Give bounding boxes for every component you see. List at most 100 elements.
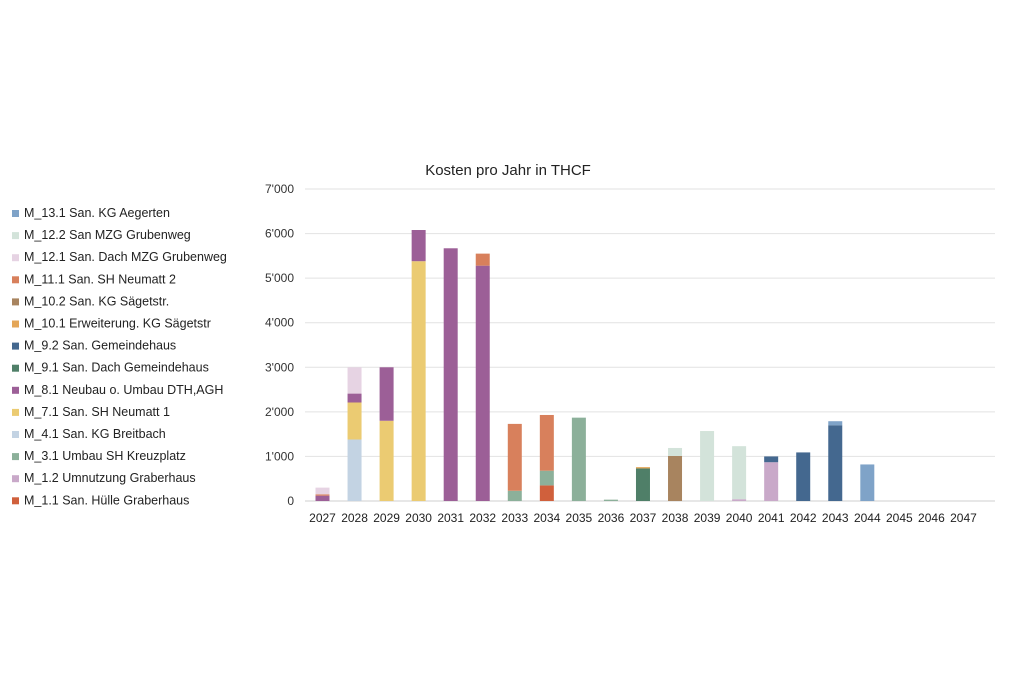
x-tick-label: 2037	[630, 511, 657, 525]
legend-item: M_1.2 Umnutzung Graberhaus	[12, 471, 196, 485]
legend-swatch	[12, 276, 19, 284]
bar-segment	[668, 447, 683, 456]
legend-item: M_13.1 San. KG Aegerten	[12, 206, 170, 220]
x-tick-label: 2033	[501, 511, 528, 525]
legend-swatch	[12, 453, 19, 461]
y-tick-label: 0	[287, 494, 294, 508]
bar-segment	[828, 425, 843, 501]
x-tick-label: 2030	[405, 511, 432, 525]
legend: M_13.1 San. KG Aegerten M_12.2 San MZG Gr…	[12, 206, 227, 507]
legend-item: M_10.2 San. KG Sägetstr.	[12, 294, 169, 308]
legend-item: M_9.1 San. Dach Gemeindehaus	[12, 361, 209, 375]
y-tick-label: 3'000	[265, 360, 294, 374]
bar-segment	[668, 455, 683, 501]
bar-segment	[475, 265, 490, 501]
x-tick-label: 2041	[758, 511, 785, 525]
legend-item: M_11.1 San. SH Neumatt 2	[12, 272, 176, 286]
bar-segment	[411, 230, 426, 262]
x-tick-label: 2039	[694, 511, 721, 525]
bar-segment	[635, 467, 650, 469]
legend-label: M_13.1 San. KG Aegerten	[24, 206, 170, 220]
bar-segment	[764, 456, 779, 463]
legend-swatch	[12, 342, 19, 350]
legend-item: M_9.2 San. Gemeindehaus	[12, 339, 176, 353]
bar-segment	[315, 487, 330, 495]
legend-label: M_8.1 Neubau o. Umbau DTH,AGH	[24, 383, 223, 397]
y-tick-label: 2'000	[265, 405, 294, 419]
bar-segment	[796, 452, 811, 501]
legend-swatch	[12, 475, 19, 483]
legend-swatch	[12, 254, 19, 262]
gridlines	[305, 188, 995, 502]
legend-label: M_3.1 Umbau SH Kreuzplatz	[24, 449, 186, 463]
bar-segment	[828, 421, 843, 426]
x-tick-label: 2035	[566, 511, 593, 525]
x-tick-label: 2043	[822, 511, 849, 525]
x-tick-label: 2047	[950, 511, 977, 525]
legend-item: M_8.1 Neubau o. Umbau DTH,AGH	[12, 383, 223, 397]
legend-item: M_4.1 San. KG Breitbach	[12, 427, 166, 441]
y-tick-label: 6'000	[265, 227, 294, 241]
legend-item: M_7.1 San. SH Neumatt 1	[12, 405, 170, 419]
legend-swatch	[12, 386, 19, 394]
x-tick-label: 2027	[309, 511, 336, 525]
legend-label: M_4.1 San. KG Breitbach	[24, 427, 166, 441]
bar-segment	[379, 420, 394, 501]
x-tick-label: 2044	[854, 511, 881, 525]
bar-segment	[539, 485, 554, 501]
bar-segment	[635, 468, 650, 501]
bar-segment	[764, 462, 779, 501]
legend-swatch	[12, 320, 19, 328]
x-tick-label: 2031	[437, 511, 464, 525]
y-axis-tick-labels: 0 1'000 2'000 3'000 4'000 5'000 6'000 7'000	[265, 182, 294, 508]
bar-segment	[347, 402, 362, 440]
legend-label: M_1.2 Umnutzung Graberhaus	[24, 471, 196, 485]
bar-segment	[443, 248, 458, 501]
bar-segment	[315, 494, 330, 496]
legend-swatch	[12, 364, 19, 372]
bar-segment	[347, 393, 362, 403]
chart-title: Kosten pro Jahr in THCF	[425, 162, 591, 179]
x-tick-label: 2036	[598, 511, 625, 525]
x-tick-label: 2038	[662, 511, 689, 525]
bar-segment	[475, 253, 490, 266]
legend-item: M_12.1 San. Dach MZG Grubenweg	[12, 250, 227, 264]
bar-segment	[732, 499, 747, 501]
legend-label: M_12.2 San MZG Grubenweg	[24, 228, 191, 242]
legend-label: M_11.1 San. SH Neumatt 2	[24, 272, 176, 286]
x-tick-label: 2040	[726, 511, 753, 525]
bar-segment	[539, 414, 554, 471]
legend-label: M_7.1 San. SH Neumatt 1	[24, 405, 170, 419]
x-tick-label: 2042	[790, 511, 817, 525]
legend-label: M_9.2 San. Gemeindehaus	[24, 339, 176, 353]
legend-label: M_10.2 San. KG Sägetstr.	[24, 294, 169, 308]
bar-segment	[603, 499, 618, 501]
bar-segment	[347, 439, 362, 501]
x-tick-label: 2029	[373, 511, 400, 525]
bar-segment	[507, 423, 522, 491]
legend-label: M_9.1 San. Dach Gemeindehaus	[24, 361, 209, 375]
x-axis-tick-labels: 2027 2028 2029 2030 2031 2032 2033 2034 2035 2036…	[309, 511, 977, 525]
legend-item: M_1.1 San. Hülle Graberhaus	[12, 493, 189, 507]
bar-segment	[315, 495, 330, 501]
legend-item: M_3.1 Umbau SH Kreuzplatz	[12, 449, 186, 463]
bar-segment	[411, 261, 426, 501]
y-tick-label: 7'000	[265, 182, 294, 196]
bar-segment	[539, 470, 554, 486]
legend-item: M_10.1 Erweiterung. KG Sägetstr	[12, 317, 211, 331]
legend-swatch	[12, 232, 19, 240]
y-tick-label: 1'000	[265, 449, 294, 463]
bar-segment	[379, 367, 394, 421]
bar-segment	[860, 464, 875, 501]
x-tick-label: 2045	[886, 511, 913, 525]
bar-segment	[732, 446, 747, 500]
y-tick-label: 5'000	[265, 271, 294, 285]
legend-item: M_12.2 San MZG Grubenweg	[12, 228, 191, 242]
legend-swatch	[12, 210, 19, 217]
bar-segment	[700, 431, 715, 501]
legend-label: M_12.1 San. Dach MZG Grubenweg	[24, 250, 227, 264]
y-tick-label: 4'000	[265, 316, 294, 330]
legend-swatch	[12, 298, 19, 306]
bar-segment	[507, 490, 522, 501]
bars	[315, 230, 875, 501]
